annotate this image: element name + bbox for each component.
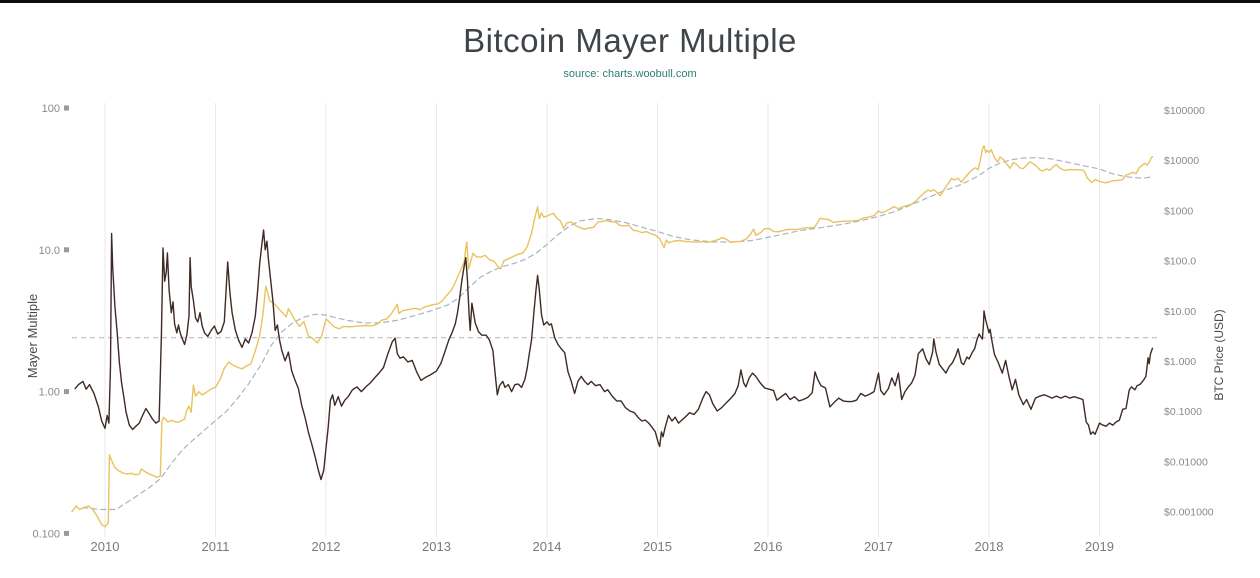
svg-text:$10000: $10000 (1164, 155, 1199, 167)
svg-text:2011: 2011 (202, 539, 230, 554)
left-axis-title: Mayer Multiple (25, 294, 40, 379)
svg-text:$100.0: $100.0 (1164, 256, 1196, 268)
svg-text:100: 100 (42, 103, 60, 115)
svg-text:$0.01000: $0.01000 (1164, 456, 1208, 468)
page-title: Bitcoin Mayer Multiple (463, 22, 797, 59)
right-axis-title: BTC Price (USD) (1212, 309, 1226, 400)
svg-text:2019: 2019 (1085, 539, 1114, 554)
svg-text:2018: 2018 (975, 539, 1004, 554)
series-btc-price-usd- (71, 145, 1154, 528)
svg-text:$0.001000: $0.001000 (1164, 507, 1214, 519)
svg-text:$10.00: $10.00 (1164, 306, 1196, 318)
series-200d-moving-average-usd- (82, 157, 1154, 511)
svg-text:0.100: 0.100 (32, 528, 60, 540)
svg-text:2015: 2015 (643, 539, 672, 554)
x-axis-year-labels: 2010 2011 2012 2013 2014 2015 2016 2017 2018 2019 (91, 539, 1114, 554)
svg-text:2014: 2014 (533, 539, 562, 554)
chart-series (71, 145, 1154, 528)
svg-text:1.00: 1.00 (39, 387, 60, 399)
svg-text:$0.1000: $0.1000 (1164, 406, 1202, 418)
svg-text:10.0: 10.0 (39, 245, 60, 257)
svg-text:$100000: $100000 (1164, 105, 1205, 117)
svg-text:2013: 2013 (422, 539, 451, 554)
svg-text:2017: 2017 (864, 539, 893, 554)
series-mayer-multiple (74, 229, 1154, 481)
svg-text:2012: 2012 (312, 539, 341, 554)
left-axis-ticks: 100 10.0 1.00 0.100 (32, 103, 69, 540)
right-axis-ticks: $100000 $10000 $1000 $100.0 $10.00 $1.000 $0.1… (1164, 105, 1214, 519)
chart-source: source: charts.woobull.com (563, 68, 697, 80)
svg-text:$1.000: $1.000 (1164, 356, 1196, 368)
svg-text:$1000: $1000 (1164, 205, 1193, 217)
svg-text:2010: 2010 (91, 539, 120, 554)
year-gridlines (104, 103, 1100, 537)
svg-text:2016: 2016 (754, 539, 783, 554)
window-top-edge (0, 0, 1260, 3)
chart-header: Bitcoin Mayer Multiple source: charts.wo… (0, 0, 1260, 80)
